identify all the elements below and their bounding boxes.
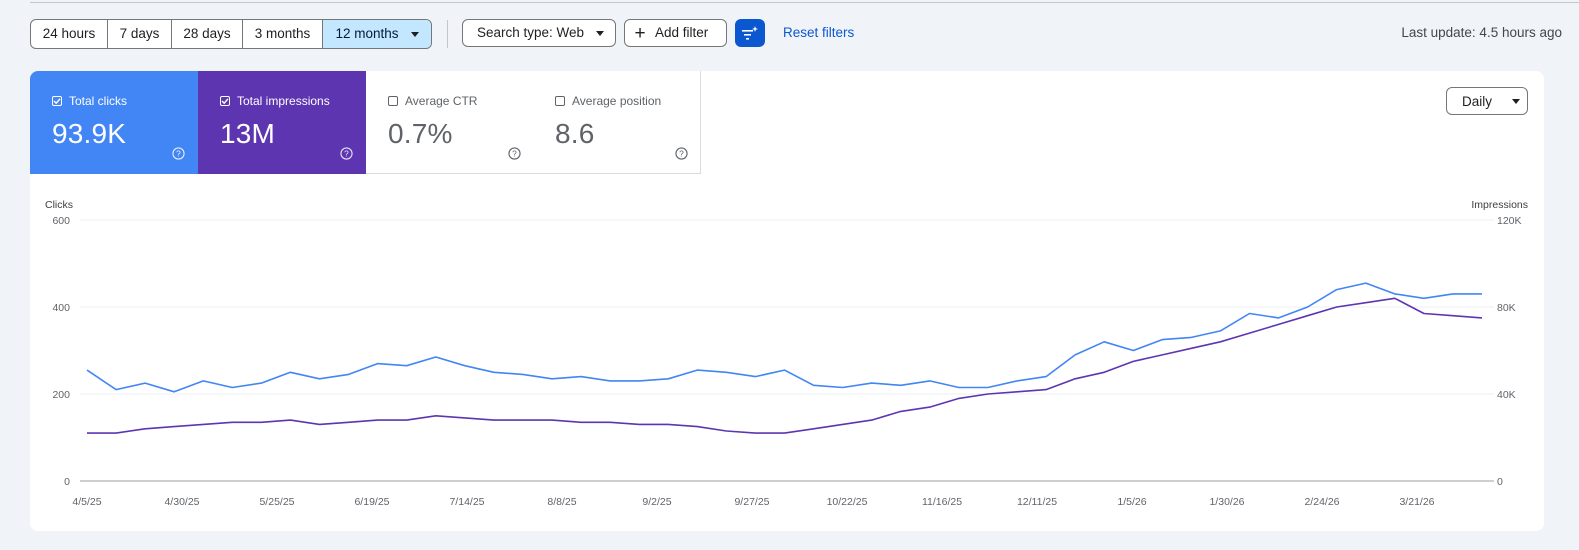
help-icon[interactable]: ? <box>172 147 185 160</box>
x-tick-label: 12/11/25 <box>1017 496 1057 508</box>
checkbox-checked-icon[interactable] <box>52 96 62 106</box>
metric-value: 8.6 <box>555 118 595 149</box>
x-tick-label: 9/27/25 <box>734 496 769 508</box>
chevron-down-icon <box>410 31 419 37</box>
x-tick-label: 10/22/25 <box>827 496 868 508</box>
performance-panel: Total clicks 93.9K ? Total impressions 1… <box>30 71 1544 531</box>
filter-sparkle-icon <box>742 26 758 40</box>
metric-card-total-impressions[interactable]: Total impressions 13M ? <box>198 71 366 174</box>
metric-card-average-ctr[interactable]: Average CTR 0.7% ? <box>366 71 534 174</box>
svg-text:?: ? <box>176 148 181 158</box>
metric-label-row: Total impressions <box>220 94 330 108</box>
range-3-months[interactable]: 3 months <box>243 20 323 48</box>
date-range-selector: 24 hours 7 days 28 days 3 months 12 mont… <box>30 19 432 49</box>
metric-value: 0.7% <box>388 118 453 149</box>
metric-label: Average CTR <box>405 94 478 108</box>
last-update-text: Last update: 4.5 hours ago <box>1401 25 1562 40</box>
top-divider <box>30 2 1579 3</box>
svg-text:?: ? <box>679 148 684 158</box>
checkbox-unchecked-icon[interactable] <box>555 96 565 106</box>
help-icon[interactable]: ? <box>675 147 688 160</box>
search-type-dropdown[interactable]: Search type: Web <box>462 19 616 47</box>
y-right-axis-title: Impressions <box>1471 199 1528 211</box>
x-tick-label: 8/8/25 <box>547 496 576 508</box>
x-tick-label: 1/5/26 <box>1117 496 1146 508</box>
x-tick-label: 5/25/25 <box>259 496 294 508</box>
x-tick-label: 11/16/25 <box>922 496 962 508</box>
search-type-label: Search type: Web <box>477 25 585 40</box>
y-left-tick-label: 200 <box>52 389 70 401</box>
metric-label: Average position <box>572 94 662 108</box>
add-filter-button[interactable]: + Add filter <box>624 19 727 47</box>
chevron-down-icon <box>1512 98 1521 104</box>
impressions-series-line <box>87 297 1483 434</box>
metric-value: 93.9K <box>52 118 127 149</box>
y-right-tick-label: 80K <box>1497 302 1516 314</box>
granularity-label: Daily <box>1462 93 1493 109</box>
performance-chart: 0 200 400 600 0 40K 80K 120K Clicks Impressions 4/… <box>45 199 1528 508</box>
metric-label-row: Total clicks <box>52 94 127 108</box>
x-tick-label: 7/14/25 <box>449 496 484 508</box>
help-icon[interactable]: ? <box>508 147 521 160</box>
x-tick-label: 4/30/25 <box>164 496 199 508</box>
add-filter-label: Add filter <box>655 25 709 40</box>
checkbox-unchecked-icon[interactable] <box>388 96 398 106</box>
x-tick-label: 6/19/25 <box>354 496 389 508</box>
x-tick-label: 2/24/26 <box>1304 496 1339 508</box>
metric-label-row: Average position <box>555 94 661 108</box>
metric-card-total-clicks[interactable]: Total clicks 93.9K ? <box>30 71 198 174</box>
metric-label: Total clicks <box>69 94 128 108</box>
metric-value: 13M <box>220 118 276 149</box>
range-12-months-label: 12 months <box>335 26 399 41</box>
svg-text:?: ? <box>344 148 349 158</box>
page-scrollbar[interactable] <box>1567 55 1579 550</box>
range-7-days[interactable]: 7 days <box>108 20 172 48</box>
range-12-months[interactable]: 12 months <box>323 20 431 48</box>
x-tick-label: 1/30/26 <box>1209 496 1244 508</box>
svg-text:?: ? <box>512 148 517 158</box>
checkbox-checked-icon[interactable] <box>220 96 230 106</box>
x-tick-label: 3/21/26 <box>1399 496 1434 508</box>
range-24-hours[interactable]: 24 hours <box>31 20 108 48</box>
metric-card-average-position[interactable]: Average position 8.6 ? <box>533 71 701 174</box>
y-right-tick-label: 120K <box>1497 215 1522 227</box>
y-left-axis-title: Clicks <box>45 199 73 211</box>
y-left-tick-label: 400 <box>52 302 70 314</box>
reset-filters-link[interactable]: Reset filters <box>783 25 855 40</box>
plus-icon: + <box>634 22 646 44</box>
y-right-tick-label: 40K <box>1497 389 1516 401</box>
toolbar: 24 hours 7 days 28 days 3 months 12 mont… <box>30 19 1579 49</box>
y-right-tick-label: 0 <box>1497 476 1503 488</box>
clicks-series-line <box>86 282 1482 393</box>
y-left-tick-label: 0 <box>64 476 70 488</box>
help-icon[interactable]: ? <box>340 147 353 160</box>
x-tick-label: 4/5/25 <box>72 496 101 508</box>
y-left-tick-label: 600 <box>52 215 70 227</box>
smart-filter-button[interactable] <box>735 19 765 47</box>
x-tick-label: 9/2/25 <box>642 496 671 508</box>
range-28-days[interactable]: 28 days <box>172 20 243 48</box>
granularity-dropdown[interactable]: Daily <box>1446 87 1528 115</box>
chevron-down-icon <box>596 30 605 36</box>
toolbar-divider <box>447 20 448 48</box>
metric-label: Total impressions <box>237 94 330 108</box>
metric-label-row: Average CTR <box>388 94 477 108</box>
